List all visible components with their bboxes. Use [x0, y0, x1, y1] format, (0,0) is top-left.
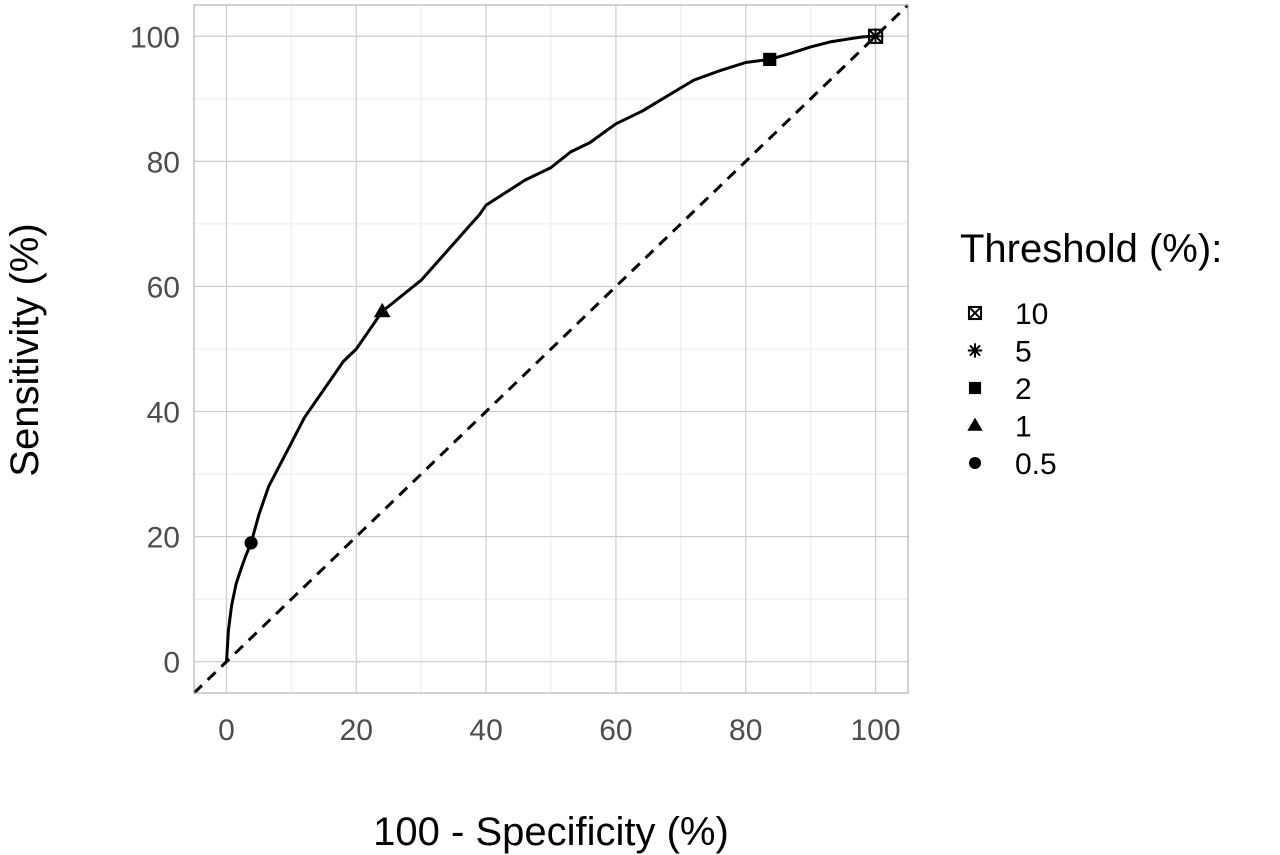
y-tick-label: 20 — [147, 522, 180, 555]
x-tick-label: 20 — [340, 714, 373, 747]
legend-key-circle — [968, 456, 982, 470]
threshold-marker-2 — [763, 52, 777, 67]
x-tick-label: 40 — [469, 714, 502, 747]
square-x-marker-stroke — [968, 306, 982, 320]
legend-item-label: 2 — [1015, 373, 1032, 406]
square-marker-shape — [763, 52, 777, 67]
legend-key-asterisk — [967, 343, 983, 358]
roc-curve — [225, 34, 876, 662]
legend-key-triangle — [967, 417, 983, 431]
y-axis-title: Sensitivity (%) — [3, 223, 47, 476]
legend-key-square-x — [967, 305, 983, 321]
asterisk-marker-stroke — [969, 344, 981, 357]
grid — [194, 5, 908, 693]
y-tick-labels: 0 20 40 60 80 100 — [130, 21, 180, 679]
reference-line-layer — [192, 3, 910, 695]
legend-item: 10 — [967, 298, 1048, 331]
legend-item-label: 0.5 — [1015, 448, 1057, 481]
x-tick-label: 60 — [599, 714, 632, 747]
threshold-marker-1 — [373, 302, 391, 318]
y-tick-label: 60 — [147, 271, 180, 304]
y-tick-label: 40 — [147, 397, 180, 430]
x-tick-label: 80 — [729, 714, 762, 747]
threshold-marker-5 — [867, 28, 884, 45]
panel-border — [193, 4, 909, 694]
legend-title: Threshold (%): — [960, 227, 1222, 271]
legend-item: 5 — [967, 336, 1032, 369]
circle-marker-shape — [244, 536, 258, 550]
threshold-markers — [244, 28, 884, 550]
legend-item-label: 10 — [1015, 298, 1048, 331]
legend-key-square — [968, 381, 982, 395]
threshold-marker-0-5 — [244, 536, 258, 550]
triangle-marker-shape — [967, 417, 983, 431]
x-tick-labels: 0 20 40 60 80 100 — [218, 714, 900, 747]
y-tick-label: 80 — [147, 146, 180, 179]
circle-marker-shape — [968, 456, 982, 470]
legend-item: 2 — [968, 373, 1032, 406]
legend-item: 1 — [967, 411, 1032, 444]
square-marker-shape — [968, 381, 982, 395]
x-axis-title: 100 - Specificity (%) — [373, 810, 729, 854]
x-tick-label: 100 — [851, 714, 901, 747]
y-tick-label: 0 — [163, 647, 180, 680]
legend: Threshold (%): 10 5 2 1 0.5 — [960, 227, 1222, 481]
legend-item-label: 1 — [1015, 411, 1032, 444]
roc-curve-layer — [225, 34, 876, 662]
reference-diagonal-line — [192, 3, 910, 695]
square-x-marker-box — [967, 305, 983, 321]
y-tick-label: 100 — [130, 21, 180, 54]
x-tick-label: 0 — [218, 714, 235, 747]
asterisk-marker-stroke — [869, 30, 882, 43]
legend-items: 10 5 2 1 0.5 — [967, 298, 1057, 481]
legend-item-label: 5 — [1015, 336, 1032, 369]
triangle-marker-shape — [373, 302, 391, 318]
legend-item: 0.5 — [968, 448, 1057, 481]
